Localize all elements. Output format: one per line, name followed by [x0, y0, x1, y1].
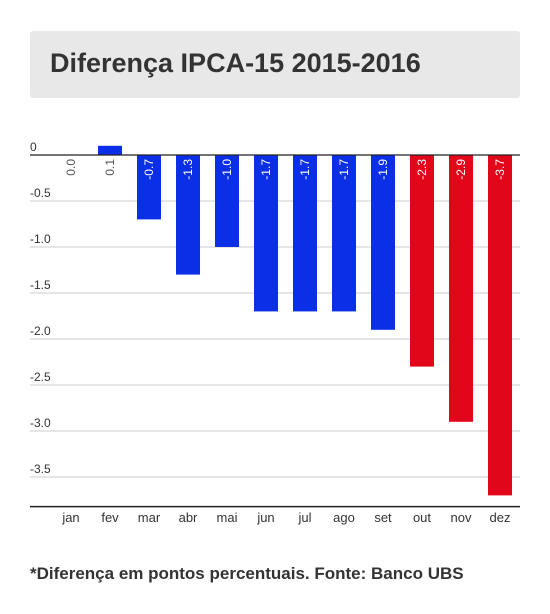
data-label: -2.3	[415, 159, 429, 180]
bar-ago	[332, 155, 356, 312]
x-tick-label: nov	[451, 510, 472, 525]
bar-jul	[293, 155, 317, 312]
y-tick-label: -3.5	[30, 462, 51, 476]
bar-nov	[449, 155, 473, 422]
source-footnote: *Diferença em pontos percentuais. Fonte:…	[30, 564, 464, 583]
bar-abr	[176, 155, 200, 275]
data-label: -1.0	[220, 159, 234, 180]
data-label: -1.7	[298, 159, 312, 180]
data-label: -1.7	[337, 159, 351, 180]
x-tick-label: out	[413, 510, 431, 525]
y-tick-label: -1.0	[30, 232, 51, 246]
x-tick-label: ago	[333, 510, 355, 525]
bar-dez	[488, 155, 512, 496]
data-label: 0.0	[64, 159, 78, 176]
y-tick-label: -2.5	[30, 370, 51, 384]
bar-mar	[137, 155, 161, 220]
chart-title: Diferença IPCA-15 2015-2016	[50, 48, 421, 78]
data-label: 0.1	[103, 159, 117, 176]
title-banner: Diferença IPCA-15 2015-2016	[30, 31, 520, 98]
x-tick-label: mar	[138, 510, 161, 525]
data-label: -2.9	[454, 159, 468, 180]
y-tick-label: -1.5	[30, 278, 51, 292]
bar-jun	[254, 155, 278, 312]
bar-mai	[215, 155, 239, 247]
y-tick-label: 0	[30, 140, 37, 154]
data-label: -3.7	[493, 159, 507, 180]
x-tick-label: abr	[179, 510, 198, 525]
x-tick-label: fev	[101, 510, 119, 525]
bar-fev	[98, 145, 122, 155]
data-label: -0.7	[142, 159, 156, 180]
y-tick-label: -2.0	[30, 324, 51, 338]
x-tick-label: mai	[217, 510, 238, 525]
x-tick-label: set	[374, 510, 392, 525]
data-label: -1.7	[259, 159, 273, 180]
bar-out	[410, 155, 434, 367]
y-tick-label: -3.0	[30, 416, 51, 430]
x-tick-label: jun	[256, 510, 274, 525]
x-tick-label: jul	[297, 510, 311, 525]
data-label: -1.3	[181, 159, 195, 180]
y-tick-label: -0.5	[30, 186, 51, 200]
x-tick-label: dez	[490, 510, 511, 525]
data-label: -1.9	[376, 159, 390, 180]
bar-set	[371, 155, 395, 330]
x-tick-label: jan	[61, 510, 79, 525]
